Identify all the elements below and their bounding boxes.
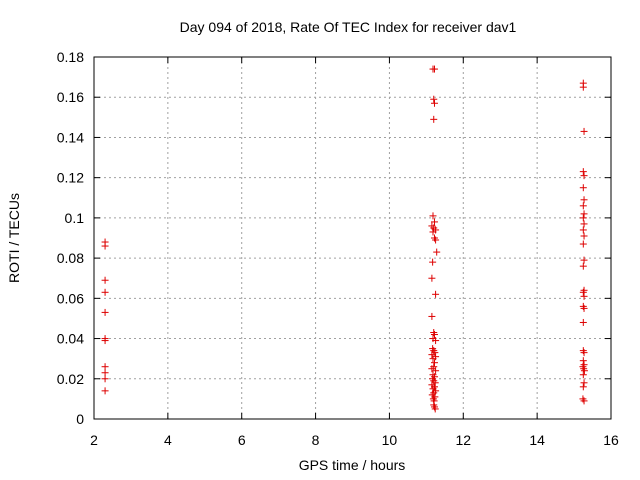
- data-point: [579, 318, 587, 326]
- data-point: [580, 292, 588, 300]
- data-point: [579, 383, 587, 391]
- data-point: [580, 127, 588, 135]
- data-point: [430, 331, 438, 339]
- data-point: [430, 359, 438, 367]
- data-point: [432, 337, 440, 345]
- data-point: [428, 312, 436, 320]
- data-point: [428, 365, 436, 373]
- y-tick-label: 0: [76, 411, 84, 427]
- data-point: [580, 397, 588, 405]
- data-point: [101, 369, 109, 377]
- data-point: [101, 276, 109, 284]
- data-point: [579, 371, 587, 379]
- x-tick-label: 10: [382, 432, 398, 448]
- y-axis-label: ROTI / TECUs: [6, 193, 22, 283]
- data-point: [579, 226, 587, 234]
- x-tick-label: 12: [455, 432, 471, 448]
- data-point: [430, 65, 438, 73]
- data-point: [579, 357, 587, 365]
- y-tick-label: 0.02: [57, 371, 84, 387]
- data-point: [432, 290, 440, 298]
- data-point: [579, 262, 587, 270]
- data-point: [429, 258, 437, 266]
- data-point: [580, 379, 588, 387]
- data-point: [580, 367, 588, 375]
- x-tick-label: 8: [312, 432, 320, 448]
- data-point: [579, 184, 587, 192]
- data-point: [430, 218, 438, 226]
- data-point: [428, 274, 436, 282]
- data-point: [430, 115, 438, 123]
- data-point: [580, 196, 588, 204]
- data-point: [101, 337, 109, 345]
- axis-ticks: [93, 56, 612, 420]
- data-point: [430, 95, 438, 103]
- x-tick-label: 16: [603, 432, 619, 448]
- data-point: [428, 351, 436, 359]
- data-point: [101, 242, 109, 250]
- data-point: [101, 308, 109, 316]
- x-tick-label: 14: [529, 432, 545, 448]
- data-point: [580, 172, 588, 180]
- data-point: [579, 83, 587, 91]
- data-point: [101, 387, 109, 395]
- data-point: [431, 405, 439, 413]
- y-tick-label: 0.04: [57, 331, 84, 347]
- data-point: [579, 214, 587, 222]
- data-point: [579, 202, 587, 210]
- data-point: [101, 363, 109, 371]
- data-point: [579, 240, 587, 248]
- data-point: [101, 288, 109, 296]
- x-tick-label: 2: [90, 432, 98, 448]
- grid-lines: [94, 57, 611, 419]
- data-point: [580, 232, 588, 240]
- data-point: [429, 212, 437, 220]
- data-point: [579, 288, 587, 296]
- y-tick-label: 0.18: [57, 49, 84, 65]
- y-tick-label: 0.14: [57, 129, 84, 145]
- data-point: [429, 355, 437, 363]
- x-axis-label: GPS time / hours: [299, 457, 406, 473]
- data-point: [430, 99, 438, 107]
- y-tick-label: 0.08: [57, 250, 84, 266]
- chart-title: Day 094 of 2018, Rate Of TEC Index for r…: [180, 19, 517, 35]
- plot-frame: [93, 56, 612, 420]
- data-point: [580, 210, 588, 218]
- y-tick-labels: 0 0.02 0.04 0.06 0.08 0.1 0.12 0.14 0.16 0.18: [57, 49, 84, 427]
- data-point: [580, 256, 588, 264]
- data-point: [580, 304, 588, 312]
- data-point: [580, 349, 588, 357]
- y-tick-label: 0.16: [57, 89, 84, 105]
- data-points: [101, 65, 588, 413]
- data-point: [579, 168, 587, 176]
- y-tick-label: 0.1: [65, 210, 85, 226]
- data-point: [429, 228, 437, 236]
- data-point: [432, 367, 440, 375]
- y-tick-label: 0.12: [57, 170, 84, 186]
- x-tick-label: 6: [238, 432, 246, 448]
- data-point: [101, 375, 109, 383]
- data-point: [433, 248, 441, 256]
- x-tick-labels: 2 4 6 8 10 12 14 16: [90, 432, 619, 448]
- x-tick-label: 4: [164, 432, 172, 448]
- y-tick-label: 0.06: [57, 290, 84, 306]
- data-point: [432, 236, 440, 244]
- data-point: [580, 220, 588, 228]
